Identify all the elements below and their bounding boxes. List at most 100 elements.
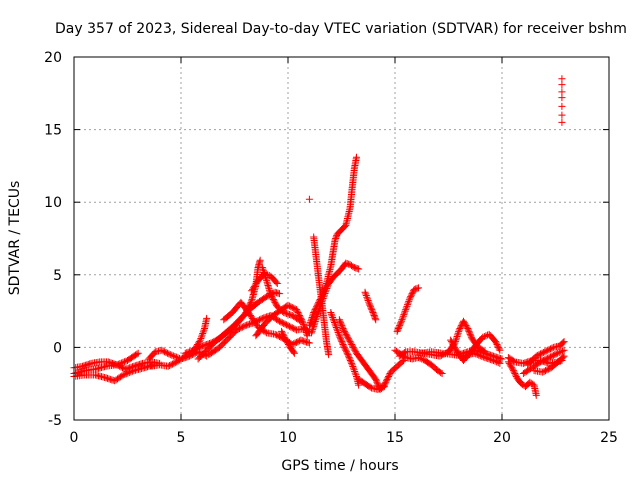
data-point [259,265,267,273]
data-point [333,325,341,333]
data-point [293,307,301,315]
data-point [558,94,566,102]
data-point [256,256,264,264]
data-point [367,303,375,311]
data-point [466,330,474,338]
data-point [203,314,211,322]
data-point [548,352,556,360]
data-point [337,319,345,327]
data-point [393,327,401,335]
data-point [171,359,179,367]
data-point [535,359,543,367]
data-point [121,370,129,378]
data-point [346,356,354,364]
data-point [401,307,409,315]
data-point [451,343,459,351]
data-point [347,339,355,347]
data-point [396,320,404,328]
data-point [309,310,317,318]
data-point [394,325,402,333]
data-point [548,344,556,352]
data-point [299,319,307,327]
data-point [381,380,389,388]
data-point [290,325,298,333]
data-point [295,310,303,318]
data-point [555,348,563,356]
data-point [465,327,473,335]
data-point [168,351,176,359]
data-point [335,330,343,338]
data-point [331,320,339,328]
grid [74,57,609,420]
data-point [293,338,301,346]
data-point [283,338,291,346]
data-point [349,343,357,351]
data-point [496,359,504,367]
data-point [509,365,517,373]
data-point [323,284,331,292]
data-point [535,351,543,359]
data-point [332,322,340,330]
data-points [70,75,568,399]
data-point [494,359,502,367]
data-point [506,361,514,369]
data-point [235,325,243,333]
data-point [285,302,293,310]
data-point [338,322,346,330]
data-point [332,323,340,331]
data-point [466,329,474,337]
data-point [451,345,459,353]
data-point [372,377,380,385]
data-point [398,358,406,366]
data-point [127,368,135,376]
data-point [558,118,566,126]
data-point [509,367,517,375]
data-point [368,306,376,314]
data-point [166,362,174,370]
data-point [416,354,424,362]
data-point [534,351,542,359]
data-point [238,323,246,331]
data-point [494,343,502,351]
data-point [415,284,423,292]
data-point [237,324,245,332]
data-point [505,359,513,367]
data-point [453,333,461,341]
data-point [402,306,410,314]
data-point [197,343,205,351]
data-point [305,322,313,330]
data-point [361,288,369,296]
data-point [190,346,198,354]
data-point [462,322,470,330]
data-point [364,297,372,305]
data-point [309,326,317,334]
y-tick-label: -5 [48,413,62,429]
data-point [335,332,343,340]
data-point [271,298,279,306]
data-point [558,102,566,110]
data-point [273,331,281,339]
data-point [459,317,467,325]
data-point [323,283,331,291]
data-point [339,340,347,348]
data-point [197,333,205,341]
data-point [329,315,337,323]
data-point [344,335,352,343]
data-point [261,294,269,302]
data-point [510,368,518,376]
data-point [372,316,380,324]
data-point [311,317,319,325]
data-point [365,298,373,306]
data-point [349,364,357,372]
data-point [296,313,304,321]
data-point [159,347,167,355]
data-point [438,370,446,378]
data-point [461,320,469,328]
data-point [512,371,520,379]
data-point [198,331,206,339]
data-point [303,330,311,338]
data-point [345,354,353,362]
y-axis-label: SDTVAR / TECUs [7,181,23,296]
data-point [269,295,277,303]
data-point [330,317,338,325]
